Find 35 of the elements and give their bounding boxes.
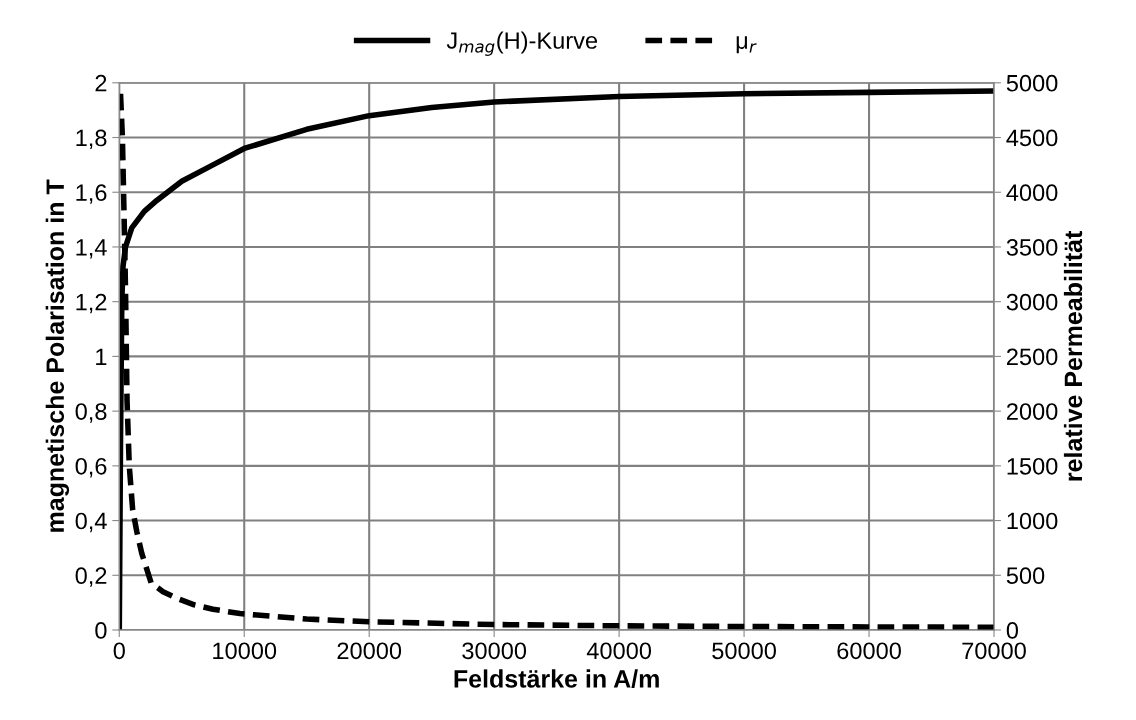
y2-tick-label: 3500 — [1006, 239, 1058, 256]
x-tick-label: 60000 — [837, 642, 901, 660]
y-tick-label: 0 — [95, 622, 107, 639]
y-tick-label: 0,6 — [75, 457, 107, 478]
y-tick-label: 1,8 — [76, 129, 107, 150]
y2-tick-label: 4000 — [1006, 184, 1058, 202]
x-tick-label: 40000 — [586, 642, 652, 660]
y2-axis-title: relative Permeabilität — [1063, 230, 1083, 481]
y2-tick-label: 4500 — [1006, 129, 1058, 147]
y-axis-title: magnetische Polarisation in T — [45, 179, 70, 532]
x-tick-label: 30000 — [462, 642, 527, 660]
x-axis-title: Feldstärke in A/m — [454, 669, 659, 688]
y2-tick-label: 2500 — [1006, 348, 1058, 366]
y2-tick-label: 1500 — [1007, 457, 1058, 475]
y-tick-label: 2 — [95, 74, 107, 92]
y2-tick-label: 500 — [1006, 567, 1045, 585]
x-tick-label: 10000 — [213, 642, 277, 660]
y2-tick-label: 3000 — [1006, 293, 1058, 311]
x-tick-label: 50000 — [712, 642, 776, 660]
y2-tick-label: 0 — [1006, 622, 1019, 639]
y-tick-label: 1 — [96, 348, 107, 365]
y-tick-label: 1,4 — [76, 239, 107, 259]
y-tick-label: 1,6 — [76, 184, 107, 204]
y-tick-label: 0,8 — [75, 403, 107, 423]
y-tick-label: 1,2 — [76, 293, 107, 314]
x-tick-label: 0 — [113, 642, 125, 660]
x-tick-label: 70000 — [962, 642, 1026, 660]
y2-tick-label: 5000 — [1006, 74, 1058, 92]
y2-tick-label: 1000 — [1007, 512, 1058, 530]
y-tick-label: 0,2 — [75, 567, 107, 587]
x-tick-label: 20000 — [337, 642, 402, 660]
y-tick-label: 0,4 — [75, 512, 107, 533]
y2-tick-label: 2000 — [1006, 403, 1058, 420]
legend-label: μ$_{r}$ — [736, 36, 757, 54]
legend-label: J$_{mag}$(H)-Kurve — [446, 31, 598, 56]
